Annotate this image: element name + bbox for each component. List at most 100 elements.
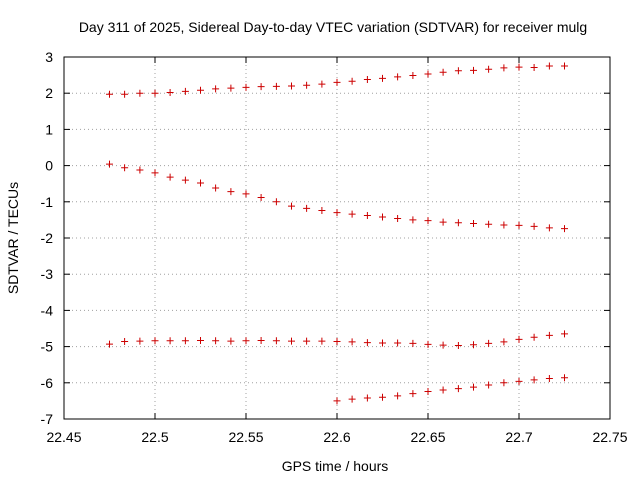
y-tick-label: -5 bbox=[41, 339, 54, 355]
data-point-s4 bbox=[333, 397, 341, 405]
data-point-s1 bbox=[166, 88, 174, 96]
data-point-s1 bbox=[561, 62, 568, 70]
y-tick-label: -1 bbox=[41, 194, 54, 210]
data-point-s3 bbox=[333, 338, 341, 346]
data-point-s2 bbox=[454, 219, 462, 227]
data-point-s1 bbox=[470, 66, 477, 74]
y-tick-label: -2 bbox=[41, 230, 54, 246]
chart-title: Day 311 of 2025, Sidereal Day-to-day VTE… bbox=[79, 19, 587, 35]
data-point-s3 bbox=[439, 341, 447, 349]
data-point-s3 bbox=[121, 338, 129, 346]
data-point-s4 bbox=[439, 386, 447, 394]
data-point-s3 bbox=[545, 331, 553, 339]
data-point-s1 bbox=[151, 89, 159, 97]
data-point-s3 bbox=[151, 337, 159, 345]
data-point-s3 bbox=[561, 330, 568, 338]
x-tick-label: 22.45 bbox=[46, 429, 81, 445]
data-point-s4 bbox=[470, 383, 477, 391]
y-tick-labels: -7 -6 -5 -4 -3 -2 -1 0 1 2 3 bbox=[41, 49, 54, 427]
data-point-s3 bbox=[379, 339, 386, 347]
y-tick-label: -6 bbox=[41, 375, 54, 391]
x-tick-label: 22.5 bbox=[141, 429, 168, 445]
data-point-s4 bbox=[545, 374, 553, 382]
data-point-s4 bbox=[409, 390, 417, 398]
data-point-s2 bbox=[530, 222, 538, 230]
x-tick-label: 22.7 bbox=[505, 429, 532, 445]
y-tick-label: 2 bbox=[45, 85, 53, 101]
data-point-s4 bbox=[454, 385, 462, 393]
data-point-s2 bbox=[500, 221, 508, 229]
data-point-s1 bbox=[318, 80, 326, 88]
data-point-s3 bbox=[212, 337, 220, 345]
data-point-s3 bbox=[318, 337, 326, 345]
data-point-s1 bbox=[121, 90, 129, 98]
data-point-s2 bbox=[151, 169, 159, 177]
data-point-s1 bbox=[227, 84, 235, 92]
data-point-s1 bbox=[439, 68, 447, 76]
data-point-s2 bbox=[561, 225, 568, 233]
data-point-s3 bbox=[181, 337, 189, 345]
data-point-s2 bbox=[424, 217, 432, 225]
x-tick-label: 22.55 bbox=[228, 429, 263, 445]
data-point-s2 bbox=[166, 173, 174, 181]
data-point-s4 bbox=[348, 395, 356, 403]
y-tick-label: 0 bbox=[45, 158, 53, 174]
data-point-s3 bbox=[470, 341, 477, 349]
data-point-s1 bbox=[394, 73, 402, 81]
data-point-s2 bbox=[272, 198, 280, 206]
data-point-s3 bbox=[348, 338, 356, 346]
data-point-s3 bbox=[485, 339, 493, 347]
data-point-s3 bbox=[288, 337, 295, 345]
axis-ticks bbox=[63, 56, 611, 420]
data-point-s2 bbox=[515, 221, 523, 229]
data-point-s4 bbox=[561, 374, 568, 382]
data-point-s1 bbox=[454, 67, 462, 75]
data-point-s4 bbox=[394, 392, 402, 400]
data-point-s4 bbox=[485, 381, 493, 389]
data-point-s2 bbox=[121, 164, 129, 172]
data-point-s2 bbox=[212, 184, 220, 192]
y-tick-label: 1 bbox=[45, 121, 53, 137]
data-point-s3 bbox=[394, 339, 402, 347]
data-point-s1 bbox=[242, 83, 250, 91]
data-point-s1 bbox=[197, 86, 204, 94]
data-point-s1 bbox=[409, 71, 417, 79]
data-point-s3 bbox=[197, 336, 204, 344]
data-point-s1 bbox=[363, 75, 371, 83]
data-point-s2 bbox=[379, 213, 386, 221]
data-point-s3 bbox=[515, 335, 523, 343]
data-point-s3 bbox=[530, 333, 538, 341]
data-point-s1 bbox=[288, 82, 295, 90]
data-point-s2 bbox=[136, 166, 144, 174]
data-point-s2 bbox=[394, 214, 402, 222]
data-point-s2 bbox=[106, 160, 113, 168]
data-point-s2 bbox=[363, 212, 371, 220]
data-point-s2 bbox=[348, 210, 356, 218]
data-point-s2 bbox=[333, 209, 341, 217]
data-point-s1 bbox=[545, 62, 553, 70]
data-point-s3 bbox=[454, 342, 462, 350]
x-tick-label: 22.75 bbox=[592, 429, 627, 445]
data-point-s1 bbox=[136, 89, 144, 97]
data-point-s4 bbox=[363, 394, 371, 402]
data-point-s2 bbox=[303, 204, 311, 212]
data-point-s2 bbox=[257, 193, 265, 201]
data-point-s1 bbox=[212, 85, 220, 93]
grid bbox=[64, 57, 610, 419]
data-point-s1 bbox=[500, 64, 508, 72]
data-point-s2 bbox=[288, 202, 295, 210]
data-point-s3 bbox=[166, 337, 174, 345]
data-point-s4 bbox=[500, 379, 508, 387]
data-point-s2 bbox=[242, 190, 250, 198]
data-point-s2 bbox=[409, 216, 417, 224]
x-tick-label: 22.6 bbox=[323, 429, 350, 445]
data-point-s1 bbox=[485, 65, 493, 73]
data-point-s1 bbox=[424, 70, 432, 78]
data-point-s2 bbox=[470, 220, 477, 228]
data-point-s3 bbox=[272, 337, 280, 345]
data-point-s1 bbox=[333, 78, 341, 86]
data-point-s4 bbox=[530, 376, 538, 384]
x-tick-labels: 22.45 22.5 22.55 22.6 22.65 22.7 22.75 bbox=[46, 429, 627, 445]
data-point-s3 bbox=[136, 337, 144, 345]
y-axis-label: SDTVAR / TECUs bbox=[5, 182, 21, 294]
